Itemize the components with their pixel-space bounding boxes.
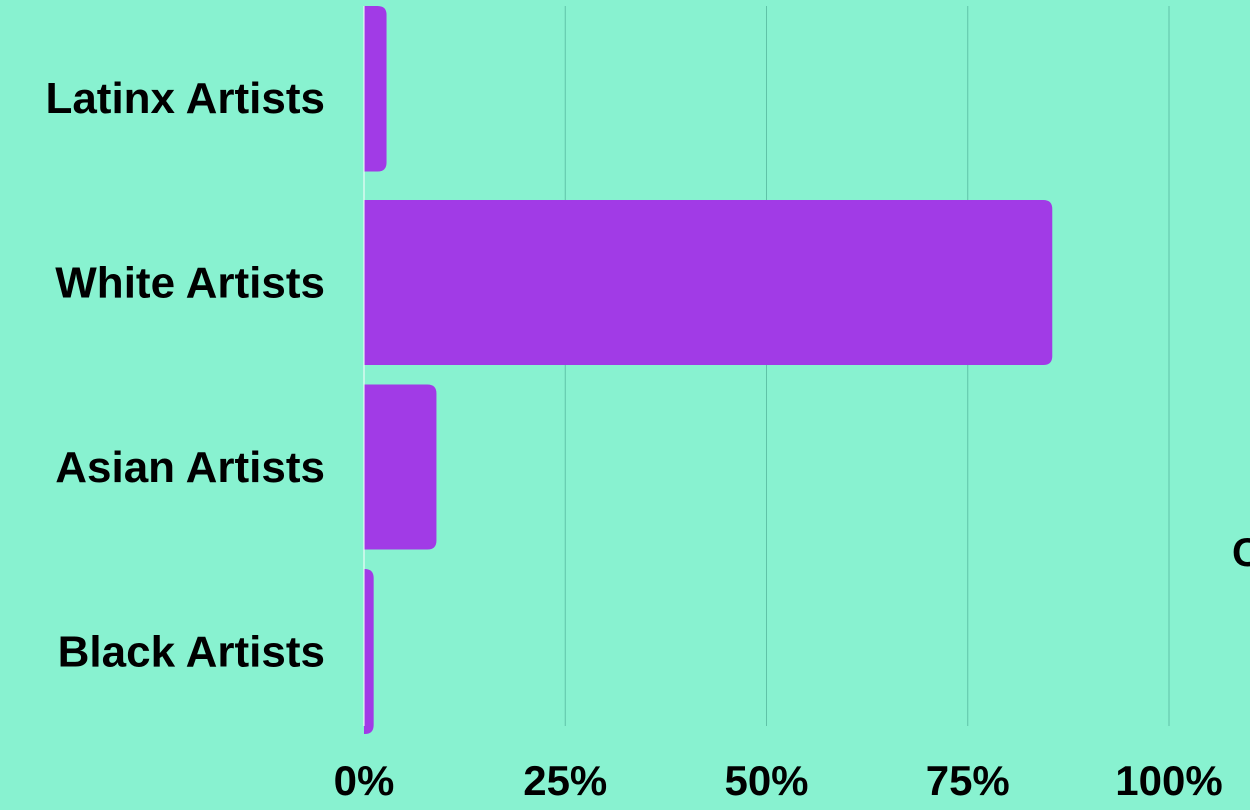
category-label-white-artists: White Artists	[55, 258, 325, 307]
x-tick-labels: 0% 25% 50% 75% 100%	[334, 757, 1223, 804]
x-tick-label-75: 75%	[926, 757, 1010, 804]
category-label-latinx-artists: Latinx Artists	[45, 74, 325, 123]
edge-text: C	[1232, 531, 1250, 575]
x-tick-label-50: 50%	[724, 757, 808, 804]
bar-black-artists	[364, 569, 374, 734]
bar-asian-artists	[364, 385, 436, 550]
category-labels: Latinx Artists White Artists Asian Artists…	[45, 74, 325, 677]
bar-white-artists	[364, 200, 1052, 365]
grid-lines	[565, 6, 1169, 726]
category-label-black-artists: Black Artists	[58, 627, 325, 676]
category-label-asian-artists: Asian Artists	[55, 443, 325, 492]
x-tick-label-0: 0%	[334, 757, 395, 804]
bars	[364, 6, 1052, 734]
x-tick-label-100: 100%	[1115, 757, 1222, 804]
x-tick-label-25: 25%	[523, 757, 607, 804]
bar-latinx-artists	[364, 6, 387, 172]
